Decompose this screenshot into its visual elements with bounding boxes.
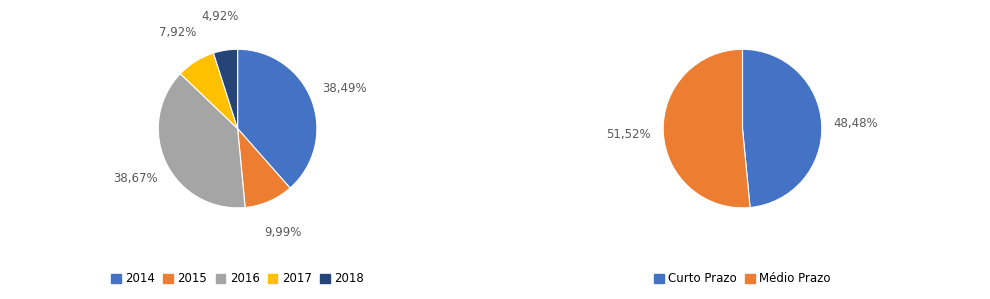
Legend: Curto Prazo, Médio Prazo: Curto Prazo, Médio Prazo bbox=[649, 268, 836, 290]
Wedge shape bbox=[742, 49, 822, 208]
Text: 51,52%: 51,52% bbox=[607, 127, 651, 141]
Text: 7,92%: 7,92% bbox=[158, 25, 196, 39]
Text: 48,48%: 48,48% bbox=[834, 117, 878, 130]
Legend: 2014, 2015, 2016, 2017, 2018: 2014, 2015, 2016, 2017, 2018 bbox=[106, 268, 369, 290]
Wedge shape bbox=[238, 49, 317, 188]
Wedge shape bbox=[238, 129, 290, 208]
Text: 4,92%: 4,92% bbox=[201, 10, 239, 23]
Wedge shape bbox=[663, 49, 750, 208]
Wedge shape bbox=[158, 74, 246, 208]
Text: 9,99%: 9,99% bbox=[264, 226, 302, 239]
Text: 38,67%: 38,67% bbox=[113, 172, 157, 185]
Wedge shape bbox=[180, 53, 238, 129]
Wedge shape bbox=[214, 49, 238, 129]
Text: 38,49%: 38,49% bbox=[322, 82, 366, 95]
